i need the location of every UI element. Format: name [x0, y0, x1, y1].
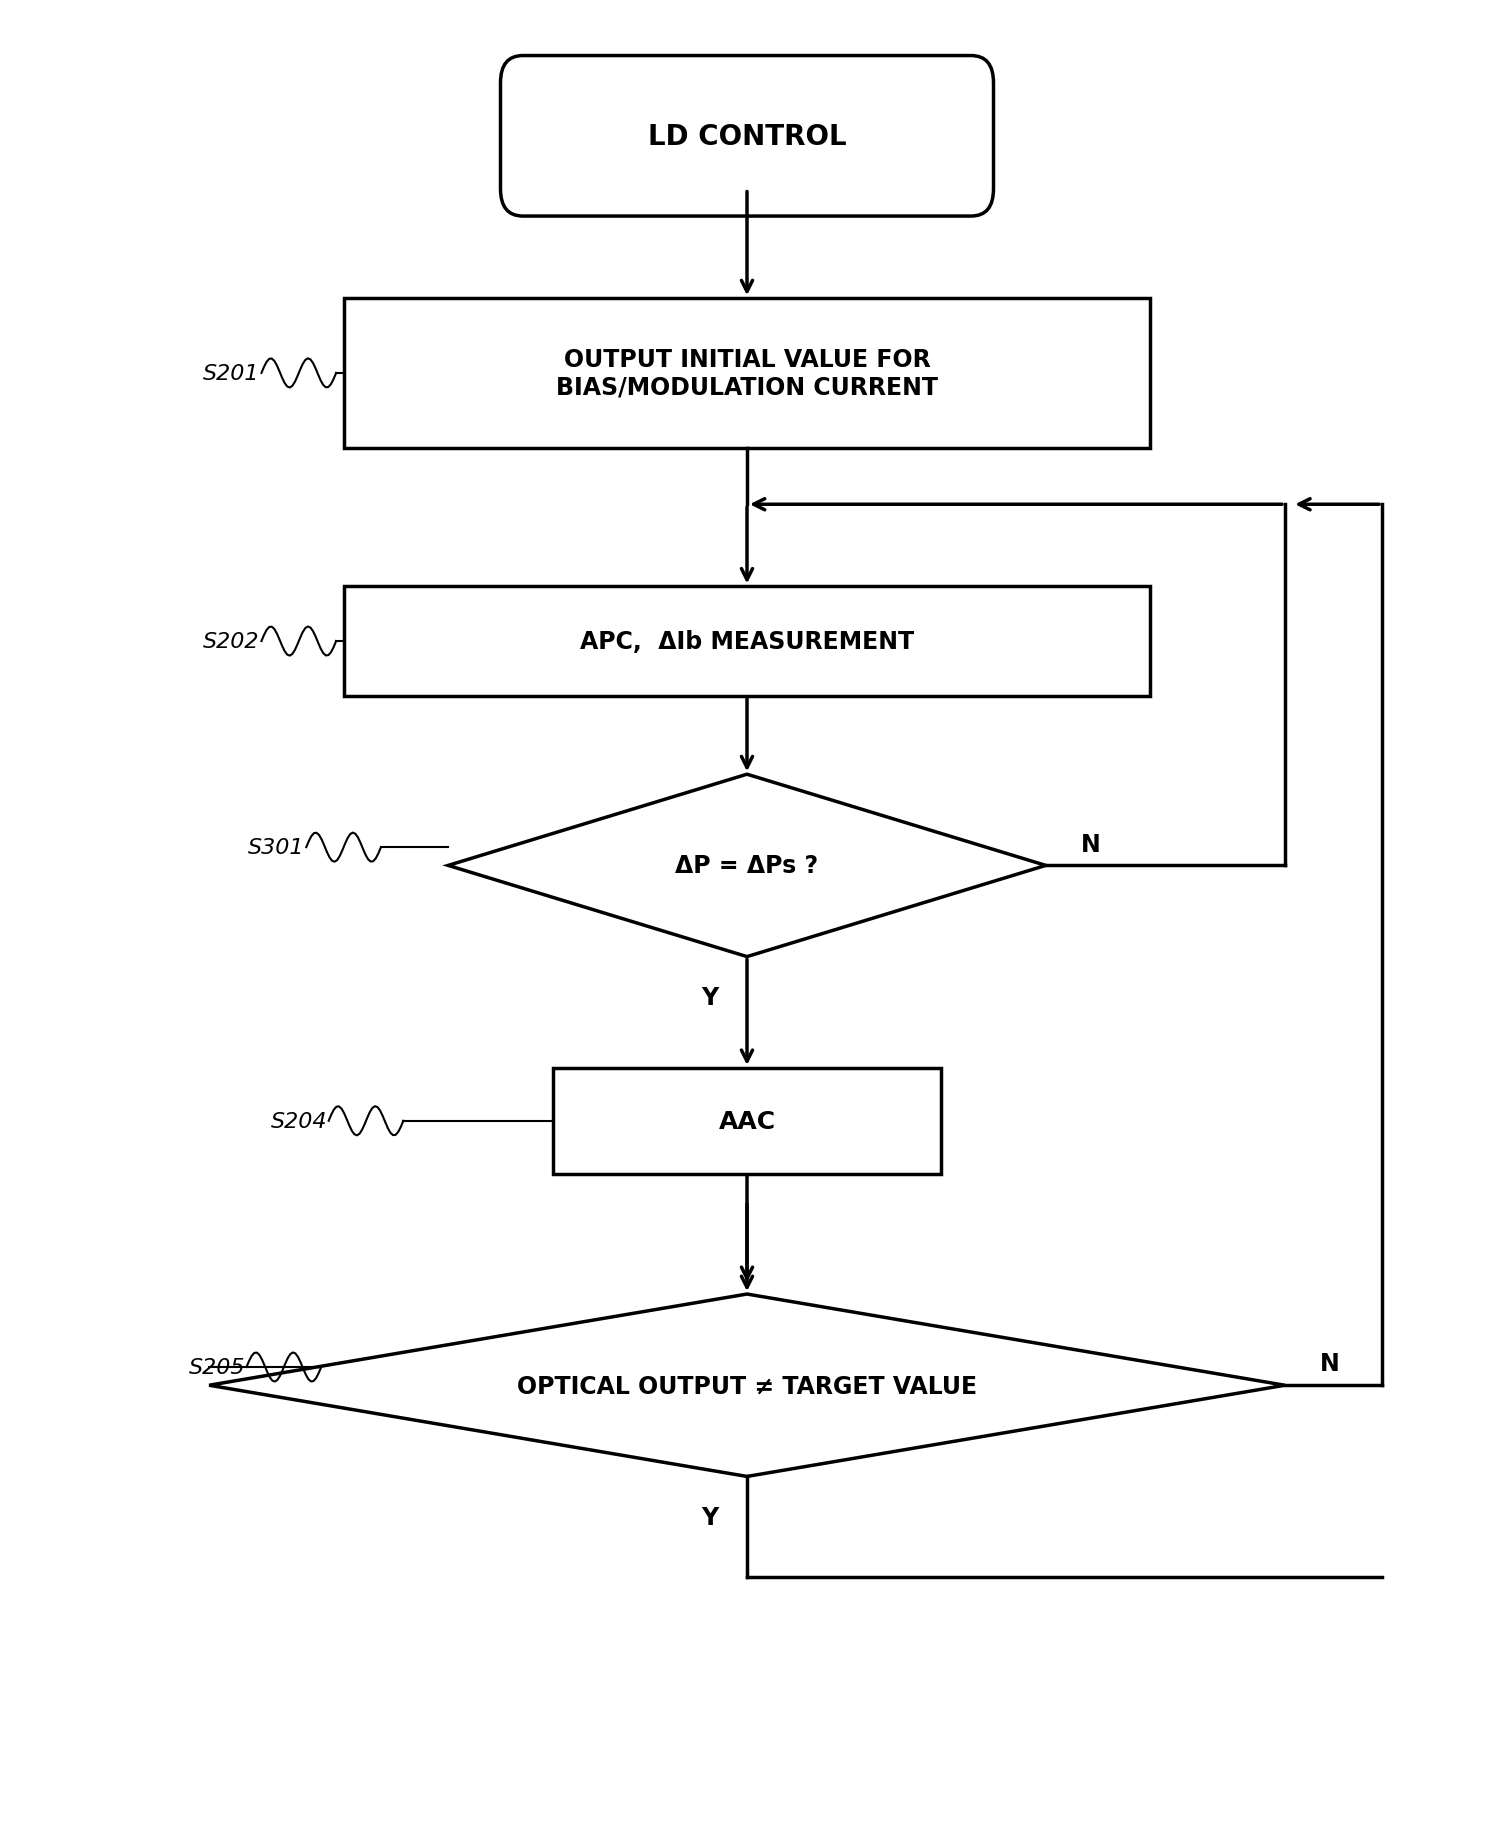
Text: N: N — [1080, 831, 1101, 857]
Bar — [344, 299, 1150, 448]
Bar — [553, 1068, 941, 1174]
Text: OUTPUT INITIAL VALUE FOR
BIAS/MODULATION CURRENT: OUTPUT INITIAL VALUE FOR BIAS/MODULATION… — [556, 348, 938, 399]
FancyBboxPatch shape — [500, 57, 994, 217]
Text: ΔP = ΔPs ?: ΔP = ΔPs ? — [675, 853, 819, 879]
Bar — [344, 587, 1150, 696]
Text: S205: S205 — [188, 1358, 245, 1376]
Polygon shape — [448, 775, 1046, 957]
Text: N: N — [1319, 1351, 1340, 1376]
Text: S301: S301 — [248, 839, 305, 857]
Text: APC,  ΔIb MEASUREMENT: APC, ΔIb MEASUREMENT — [580, 629, 914, 654]
Polygon shape — [209, 1294, 1285, 1477]
Text: Y: Y — [701, 984, 719, 1010]
Text: S201: S201 — [203, 365, 260, 383]
Text: OPTICAL OUTPUT ≠ TARGET VALUE: OPTICAL OUTPUT ≠ TARGET VALUE — [517, 1373, 977, 1398]
Text: Y: Y — [701, 1504, 719, 1529]
Text: LD CONTROL: LD CONTROL — [648, 122, 846, 151]
Text: AAC: AAC — [719, 1108, 775, 1134]
Text: S204: S204 — [270, 1112, 327, 1130]
Text: S202: S202 — [203, 633, 260, 651]
